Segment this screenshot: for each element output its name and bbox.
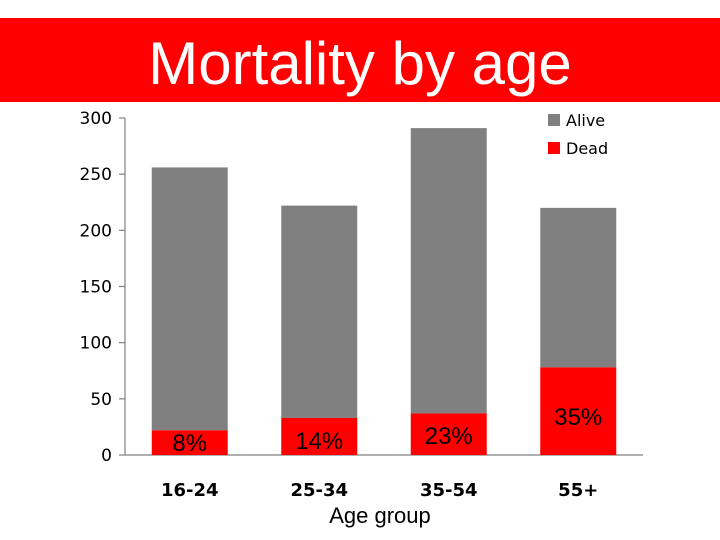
y-tick-label: 150	[80, 278, 112, 298]
x-axis-label: Age group	[329, 503, 431, 528]
bar-alive-16-24	[151, 167, 228, 431]
legend-label-dead: Dead	[566, 139, 608, 158]
y-tick-label: 300	[80, 109, 112, 129]
bar-alive-55+	[540, 207, 617, 368]
bar-dead-55+	[540, 367, 617, 455]
percentage-label: 35%	[554, 404, 602, 431]
legend-swatch-alive	[548, 114, 560, 126]
bar-dead-16-24	[151, 430, 228, 455]
title-bar: Mortality by age	[0, 18, 720, 102]
percentage-label: 14%	[295, 428, 343, 455]
x-tick-label: 55+	[558, 480, 598, 501]
legend-label-alive: Alive	[566, 111, 605, 130]
bar-dead-35-54	[410, 413, 487, 455]
x-tick-label: 25-34	[290, 480, 348, 501]
y-tick-label: 250	[80, 165, 112, 185]
y-tick-label: 200	[80, 221, 112, 241]
x-tick-label: 16-24	[161, 480, 219, 501]
bar-dead-25-34	[281, 417, 358, 455]
percentage-label: 23%	[425, 423, 473, 450]
legend-swatch-dead	[548, 142, 560, 154]
bar-alive-35-54	[410, 128, 487, 414]
y-tick-label: 50	[90, 390, 112, 410]
percentage-label: 8%	[172, 430, 207, 457]
y-tick-label: 100	[80, 334, 112, 354]
chart-title: Mortality by age	[148, 30, 572, 97]
bar-alive-25-34	[281, 205, 358, 418]
x-tick-label: 35-54	[420, 480, 478, 501]
y-tick-label: 0	[101, 446, 112, 466]
